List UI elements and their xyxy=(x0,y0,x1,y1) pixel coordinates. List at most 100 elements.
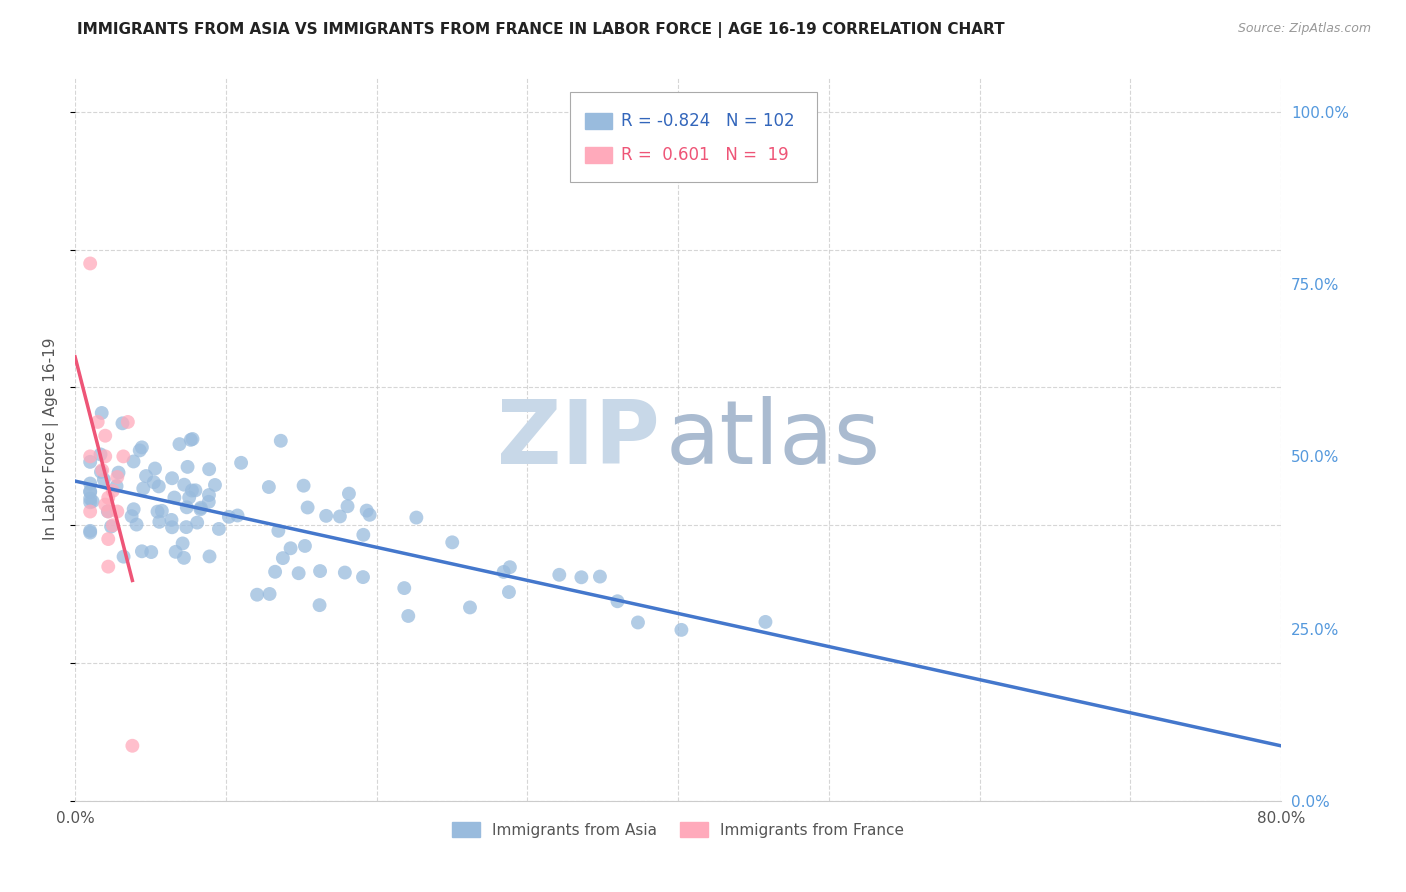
Point xyxy=(246,588,269,602)
Point xyxy=(160,471,183,485)
Point xyxy=(94,498,117,512)
Point xyxy=(176,500,198,515)
Point xyxy=(267,524,290,538)
Point xyxy=(396,609,419,624)
Point xyxy=(179,491,201,505)
Point xyxy=(97,532,120,546)
Point xyxy=(180,433,202,447)
Point xyxy=(132,482,155,496)
Point xyxy=(198,488,221,502)
Point xyxy=(174,520,197,534)
Point xyxy=(135,469,157,483)
Point xyxy=(79,450,101,464)
Point xyxy=(394,581,416,595)
Point xyxy=(105,504,128,518)
Point xyxy=(226,508,249,523)
Point xyxy=(79,485,101,500)
Point xyxy=(499,560,522,574)
Point xyxy=(143,461,166,475)
Point xyxy=(264,565,287,579)
Point xyxy=(146,505,169,519)
Point xyxy=(173,477,195,491)
Point xyxy=(141,545,163,559)
Point xyxy=(176,459,198,474)
Point xyxy=(405,510,427,524)
Point xyxy=(208,522,231,536)
Point xyxy=(90,406,112,420)
Point xyxy=(105,470,128,484)
Point xyxy=(173,550,195,565)
Point xyxy=(186,516,208,530)
Point xyxy=(100,519,122,533)
Bar xyxy=(585,113,612,128)
Point xyxy=(190,500,212,515)
Point xyxy=(548,567,571,582)
Legend: Immigrants from Asia, Immigrants from France: Immigrants from Asia, Immigrants from Fr… xyxy=(446,815,910,844)
Point xyxy=(297,500,319,515)
Point xyxy=(111,417,134,431)
Point xyxy=(121,739,143,753)
Point xyxy=(148,515,170,529)
Point xyxy=(112,450,135,464)
Point xyxy=(184,483,207,498)
Point xyxy=(122,454,145,468)
Point xyxy=(181,432,204,446)
Point xyxy=(160,513,183,527)
Text: ZIP: ZIP xyxy=(498,396,659,483)
Text: R =  0.601   N =  19: R = 0.601 N = 19 xyxy=(621,146,789,164)
Point xyxy=(197,495,219,509)
Point xyxy=(271,551,294,566)
Point xyxy=(79,455,101,469)
Point xyxy=(97,504,120,518)
Point xyxy=(198,462,221,476)
Point xyxy=(131,544,153,558)
Point xyxy=(82,494,104,508)
Point xyxy=(89,447,111,461)
Point xyxy=(754,615,776,629)
Point xyxy=(292,478,315,492)
Point xyxy=(352,570,374,584)
Point xyxy=(160,520,183,534)
Text: atlas: atlas xyxy=(666,396,882,483)
FancyBboxPatch shape xyxy=(569,92,817,182)
Text: R = -0.824   N = 102: R = -0.824 N = 102 xyxy=(621,112,794,130)
Point xyxy=(148,479,170,493)
Point xyxy=(569,570,592,584)
Point xyxy=(79,495,101,509)
Point xyxy=(79,491,101,506)
Point xyxy=(627,615,650,630)
Point xyxy=(131,441,153,455)
Point xyxy=(190,502,212,516)
Point xyxy=(229,456,252,470)
Point xyxy=(589,569,612,583)
Point xyxy=(128,443,150,458)
Point xyxy=(150,504,173,518)
Point xyxy=(79,256,101,270)
Point xyxy=(359,508,381,522)
Bar xyxy=(585,147,612,163)
Point xyxy=(270,434,292,448)
Point xyxy=(97,491,120,505)
Point xyxy=(498,585,520,599)
Point xyxy=(308,598,330,612)
Point xyxy=(165,545,187,559)
Point xyxy=(204,478,226,492)
Point xyxy=(329,509,352,524)
Point xyxy=(218,509,240,524)
Point xyxy=(336,500,359,514)
Point xyxy=(280,541,302,556)
Y-axis label: In Labor Force | Age 16-19: In Labor Force | Age 16-19 xyxy=(44,338,59,541)
Point xyxy=(458,600,481,615)
Point xyxy=(112,549,135,564)
Point xyxy=(142,475,165,490)
Point xyxy=(79,504,101,518)
Point xyxy=(337,486,360,500)
Point xyxy=(172,536,194,550)
Point xyxy=(492,565,515,579)
Point xyxy=(90,465,112,479)
Point xyxy=(257,480,280,494)
Point xyxy=(352,528,374,542)
Point xyxy=(97,559,120,574)
Point xyxy=(101,483,124,498)
Point xyxy=(79,525,101,540)
